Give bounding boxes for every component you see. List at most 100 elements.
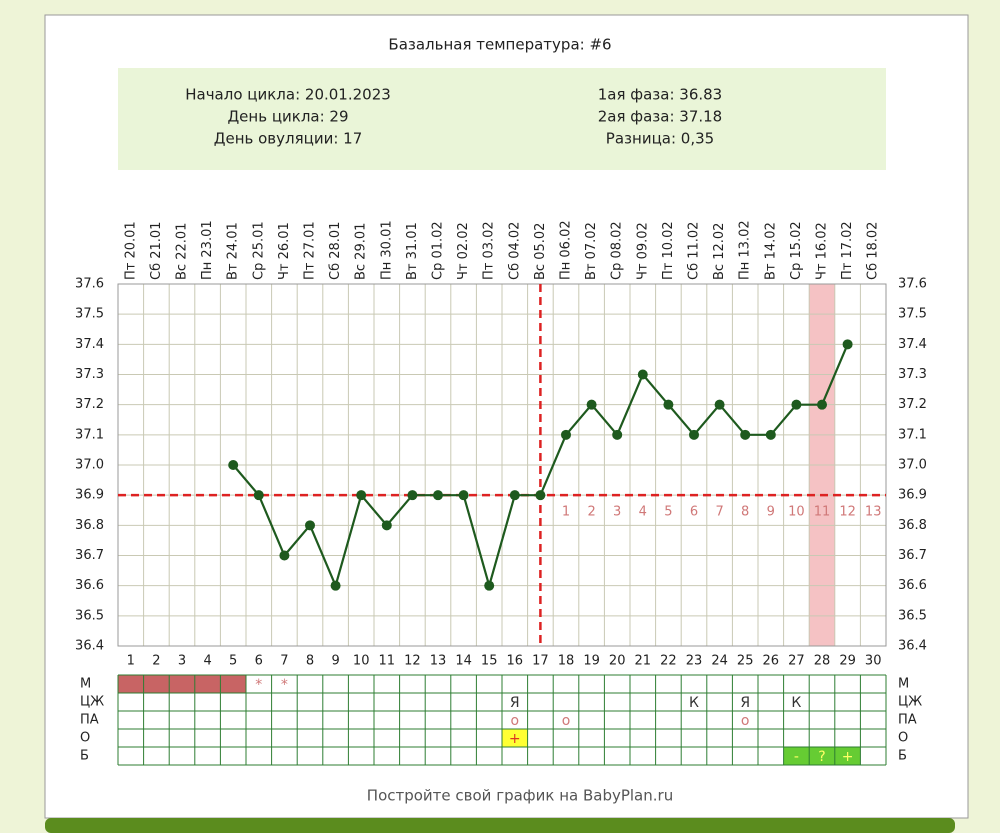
chart-title: Базальная температура: #6 bbox=[388, 36, 611, 54]
cell-fill bbox=[834, 747, 861, 765]
row-label: ЦЖ bbox=[80, 695, 104, 710]
phase-number: 6 bbox=[690, 505, 698, 520]
date-label: Сб 28.01 bbox=[328, 222, 343, 280]
temperature-point bbox=[228, 460, 239, 470]
y-tick-label: 37.5 bbox=[75, 307, 104, 322]
cell-text: o bbox=[741, 713, 750, 729]
x-tick-label: 10 bbox=[353, 654, 370, 669]
cell-text: Я bbox=[510, 695, 520, 711]
y-tick-label-right: 36.5 bbox=[898, 608, 927, 623]
date-label: Ср 15.02 bbox=[789, 221, 804, 280]
temperature-point bbox=[689, 429, 699, 440]
y-tick-label-right: 36.6 bbox=[898, 578, 927, 593]
date-label: Чт 09.02 bbox=[635, 222, 650, 280]
date-label: Пт 27.01 bbox=[303, 221, 318, 280]
cell-fill bbox=[502, 729, 528, 747]
y-tick-label: 37.4 bbox=[75, 337, 104, 352]
phase-number: 13 bbox=[865, 505, 882, 520]
date-label: Пт 17.02 bbox=[840, 221, 855, 280]
date-label: Пт 10.02 bbox=[661, 221, 676, 280]
y-tick-label: 37.3 bbox=[75, 367, 104, 382]
info-text: 1ая фаза: 36.83 bbox=[598, 86, 722, 104]
date-label: Вт 14.02 bbox=[763, 222, 778, 280]
row-label-right: Б bbox=[898, 749, 907, 764]
date-label: Пн 23.01 bbox=[200, 220, 215, 280]
temperature-point bbox=[433, 490, 443, 501]
cell-text: + bbox=[842, 749, 854, 765]
phase-number: 3 bbox=[613, 505, 621, 520]
date-label: Сб 21.01 bbox=[149, 222, 164, 280]
temperature-point bbox=[817, 399, 827, 410]
temperature-point bbox=[330, 580, 341, 591]
phase-number: 4 bbox=[639, 505, 647, 520]
x-tick-label: 5 bbox=[229, 654, 237, 669]
plot-border bbox=[117, 283, 887, 647]
date-label: Пн 06.02 bbox=[559, 220, 574, 280]
x-tick-label: 18 bbox=[558, 654, 575, 669]
date-label: Пн 13.02 bbox=[738, 220, 753, 280]
date-label: Вт 31.01 bbox=[405, 222, 420, 280]
x-tick-label: 16 bbox=[507, 654, 524, 669]
y-tick-label-right: 37.5 bbox=[898, 307, 927, 322]
x-tick-label: 28 bbox=[814, 654, 831, 669]
y-tick-label-right: 36.7 bbox=[898, 548, 927, 563]
cell-fill bbox=[809, 747, 835, 765]
phase-number: 8 bbox=[741, 505, 749, 520]
info-text: День цикла: 29 bbox=[227, 108, 348, 126]
cell-fill bbox=[194, 675, 221, 693]
date-label: Сб 11.02 bbox=[687, 222, 702, 280]
x-tick-label: 25 bbox=[737, 654, 754, 669]
date-label: Сб 04.02 bbox=[507, 222, 522, 280]
temperature-point bbox=[842, 339, 853, 350]
temperature-point bbox=[407, 490, 418, 501]
temperature-point bbox=[765, 429, 776, 440]
x-tick-label: 26 bbox=[763, 654, 780, 669]
cell-text: + bbox=[509, 731, 521, 747]
cell-fill bbox=[169, 675, 195, 693]
y-tick-label-right: 37.3 bbox=[898, 367, 927, 382]
date-label: Пт 20.01 bbox=[123, 221, 138, 280]
temperature-point bbox=[586, 399, 597, 410]
x-tick-label: 14 bbox=[455, 654, 472, 669]
date-label: Чт 26.01 bbox=[277, 222, 292, 280]
x-tick-label: 17 bbox=[532, 654, 549, 669]
x-tick-label: 7 bbox=[280, 654, 288, 669]
date-label: Ср 08.02 bbox=[610, 221, 625, 280]
cell-fill bbox=[118, 675, 144, 693]
x-tick-label: 6 bbox=[255, 654, 263, 669]
x-tick-label: 23 bbox=[686, 654, 703, 669]
cell-fill bbox=[143, 675, 170, 693]
cell-text: * bbox=[281, 677, 288, 693]
temperature-point bbox=[561, 429, 571, 440]
y-tick-label: 37.2 bbox=[75, 397, 104, 412]
info-text: 2ая фаза: 37.18 bbox=[598, 108, 722, 126]
date-label: Сб 18.02 bbox=[866, 222, 881, 280]
date-label: Пн 30.01 bbox=[379, 220, 394, 280]
y-tick-label-right: 37.6 bbox=[898, 277, 927, 292]
temperature-point bbox=[279, 550, 290, 561]
cell-text: Я bbox=[740, 695, 750, 711]
cell-text: - bbox=[794, 749, 799, 765]
phase-number: 12 bbox=[839, 505, 856, 520]
x-tick-label: 1 bbox=[127, 654, 135, 669]
phase-number: 11 bbox=[814, 505, 831, 520]
date-label: Вс 29.01 bbox=[354, 223, 369, 280]
date-label: Вс 22.01 bbox=[175, 223, 190, 280]
y-tick-label-right: 37.4 bbox=[898, 337, 927, 352]
y-tick-label: 36.5 bbox=[75, 608, 104, 623]
row-label: М bbox=[80, 677, 91, 692]
cell-fill bbox=[783, 747, 810, 765]
cell-text: К bbox=[791, 695, 801, 711]
info-box bbox=[118, 68, 886, 170]
info-text: День овуляции: 17 bbox=[214, 130, 362, 148]
temperature-point bbox=[714, 399, 725, 410]
row-label-right: М bbox=[898, 677, 909, 692]
temperature-point bbox=[663, 399, 674, 410]
temperature-point bbox=[484, 580, 495, 591]
row-label-right: О bbox=[898, 731, 908, 746]
x-tick-label: 12 bbox=[404, 654, 421, 669]
date-label: Чт 16.02 bbox=[815, 222, 830, 280]
row-label: Б bbox=[80, 749, 89, 764]
y-tick-label: 36.8 bbox=[75, 518, 104, 533]
y-tick-label: 36.7 bbox=[75, 548, 104, 563]
